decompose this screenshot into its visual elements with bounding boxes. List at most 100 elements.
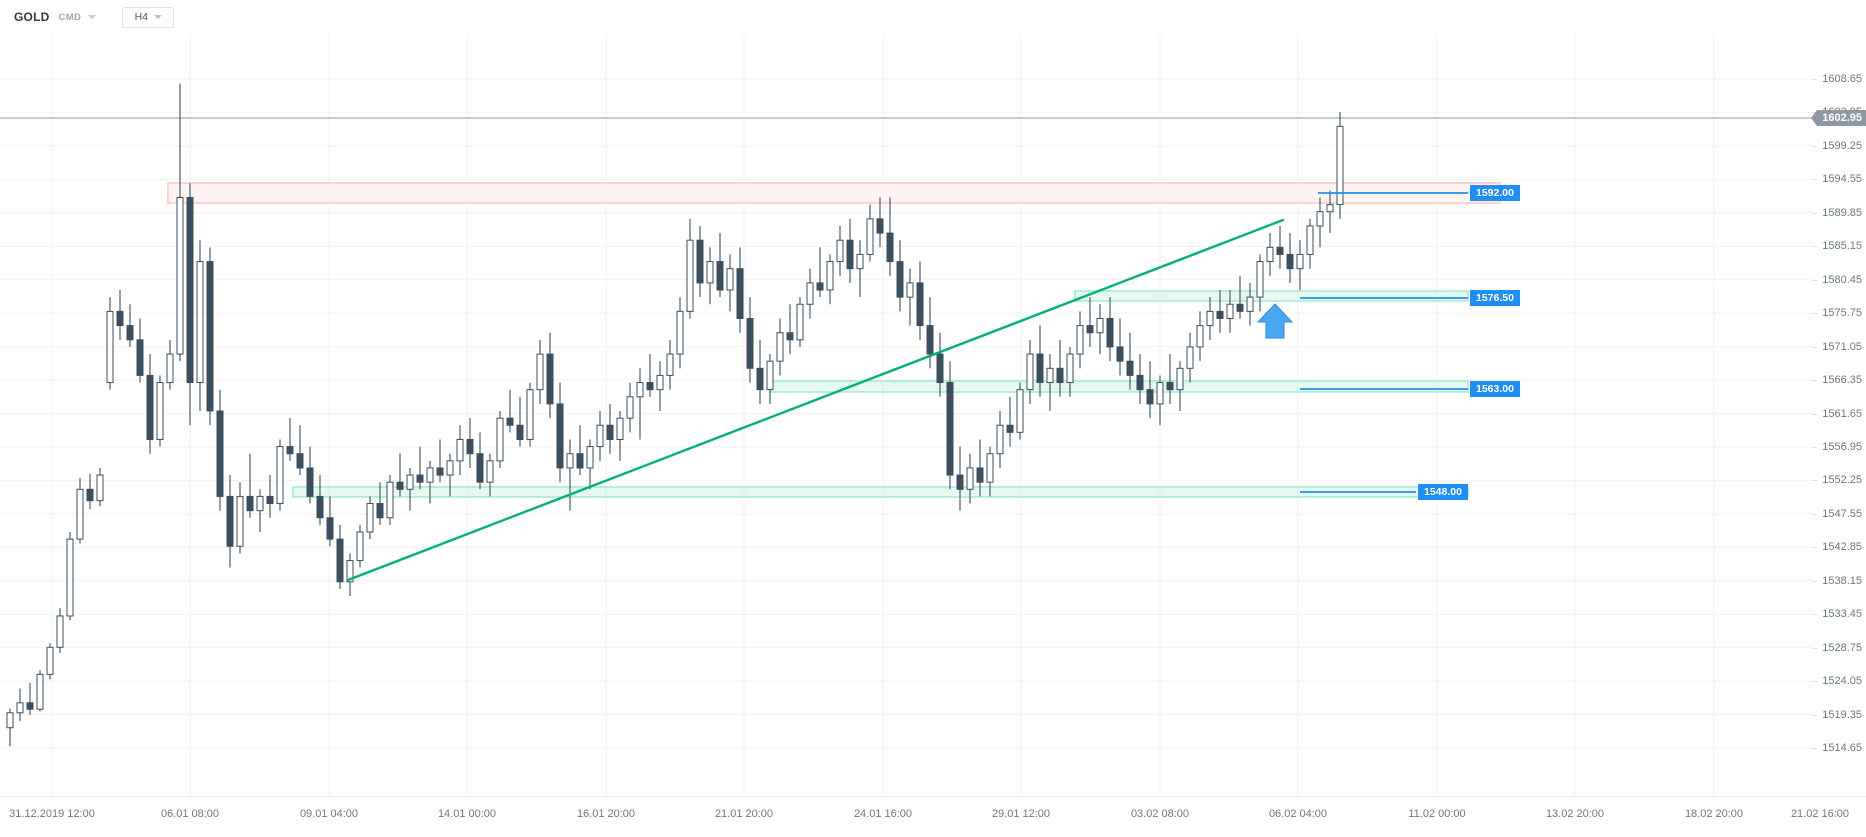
candle [236,482,244,554]
candle [726,254,734,312]
price-tick-label: 1514.65 [1822,742,1862,754]
time-tick-label: 21.02 16:00 [1790,808,1850,820]
candle [1106,297,1114,362]
chevron-down-icon [154,15,163,19]
candle [976,439,984,497]
candle [376,482,384,525]
price-level-badge-1548.00[interactable]: 1548.00 [1418,484,1468,500]
timeframe-selector[interactable]: H4 [122,6,175,28]
candle [496,411,504,468]
candle [1096,304,1104,355]
candle [1086,297,1094,347]
candle [506,389,514,433]
level-lines[interactable] [1300,192,1468,493]
price-tick [1812,513,1817,515]
candle [86,473,94,510]
chart-plot-area[interactable] [0,34,1812,796]
candle [636,368,644,440]
candle [986,446,994,497]
candle [476,432,484,490]
price-tick-label: 1556.95 [1822,440,1862,453]
candle [1236,275,1244,319]
support-zone-1548[interactable] [292,486,1469,498]
candle [126,304,134,347]
price-tick [1812,212,1817,214]
candle [296,425,304,476]
symbol-name[interactable]: GOLD [14,10,50,24]
candle [286,418,294,461]
price-level-badge-1576.50[interactable]: 1576.50 [1470,290,1520,306]
candle [256,489,264,532]
candle [226,475,234,568]
candle [1286,233,1294,283]
candle [1006,396,1014,447]
price-tick [1812,480,1817,482]
candle [416,446,424,490]
price-tick-label: 1528.75 [1822,641,1862,654]
candle [386,475,394,525]
candle [1156,375,1164,426]
candle [626,382,634,433]
price-tick [1812,681,1817,683]
candle [1016,382,1024,440]
candle [676,297,684,369]
time-axis[interactable]: 31.12.2019 12:00 06.01 08:00 09.01 04:00 14… [0,796,1866,837]
candle [546,332,554,419]
price-level-badge-1592.00[interactable]: 1592.00 [1470,185,1520,201]
candle [1126,332,1134,390]
price-tick-label: 1552.25 [1822,474,1862,487]
time-tick-label: 21.01 20:00 [714,808,774,820]
annotations-layer[interactable] [1256,303,1294,339]
trendline-layer[interactable] [346,218,1285,582]
candle [346,553,354,597]
candle [796,297,804,347]
chevron-down-icon[interactable] [88,15,97,19]
price-tick-label: 1589.85 [1822,206,1862,219]
price-tick-label: 1542.85 [1822,541,1862,554]
candle [1066,346,1074,397]
price-tick-label: 1524.05 [1822,675,1862,688]
candle [486,453,494,497]
candle [646,354,654,397]
candle [526,382,534,447]
price-tick-label: 1575.75 [1822,307,1862,320]
candle [206,247,214,426]
price-axis[interactable]: 1608.651603.951599.251594.551589.851585.… [1811,34,1866,796]
candle [606,403,614,454]
candle [836,225,844,276]
price-tick [1812,748,1817,749]
bullish-arrow-annotation[interactable] [1256,303,1294,339]
resistance-zone[interactable] [167,182,1501,204]
candle [806,268,814,319]
candle [946,361,954,490]
candle [686,218,694,319]
price-tick-label: 1608.65 [1822,73,1862,85]
symbol-category: CMD [58,11,82,23]
candle [776,318,784,376]
price-tick [1812,547,1817,549]
candle [1326,190,1334,234]
candle [576,425,584,476]
candle [556,382,564,483]
price-level-badge-1563.00[interactable]: 1563.00 [1470,381,1520,397]
candle [366,496,374,540]
candle [746,297,754,383]
candle [1136,354,1144,404]
candle [536,339,544,404]
candle [26,682,34,715]
time-tick-label: 09.01 04:00 [299,808,359,820]
candle [956,446,964,511]
support-zone-1576[interactable] [1074,290,1469,302]
time-tick-label: 24.01 16:00 [853,808,913,820]
candle [246,453,254,518]
candle [1196,311,1204,362]
candle [1266,233,1274,276]
support-zone-1563[interactable] [769,380,1469,393]
price-tick [1812,380,1817,382]
price-tick-label: 1594.55 [1822,173,1862,186]
price-tick-label: 1533.45 [1822,608,1862,621]
candle [1166,354,1174,404]
ascending-trendline[interactable] [346,218,1285,582]
candle [616,411,624,461]
timeframe-label: H4 [134,11,149,23]
